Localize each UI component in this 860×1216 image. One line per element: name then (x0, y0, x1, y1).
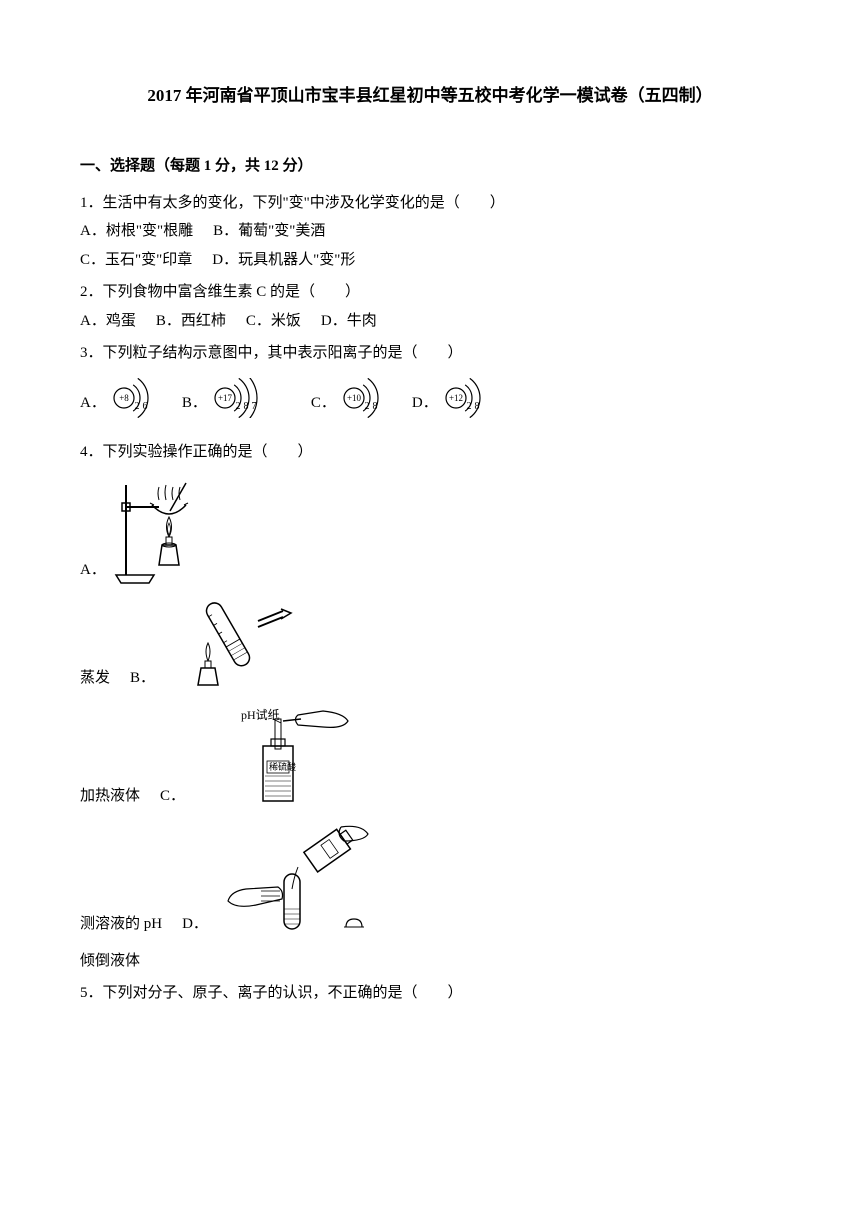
q5-text: 5．下列对分子、原子、离子的认识，不正确的是（ ） (80, 979, 780, 1008)
svg-text:+17: +17 (218, 393, 233, 403)
svg-text:+8: +8 (119, 393, 129, 403)
ph-test-icon: pH试纸 稀硫酸 (193, 701, 353, 811)
svg-text:8: 8 (243, 401, 248, 412)
q4-label-b: B． (130, 664, 155, 693)
question-4: 4．下列实验操作正确的是（ ） A． 蒸发 B． (80, 438, 780, 975)
svg-text:稀硫酸: 稀硫酸 (269, 761, 296, 772)
q4-label-d: D． (182, 910, 208, 939)
q1-option-d: D．玩具机器人"变"形 (212, 246, 355, 275)
atom-diagram-c: +1028 (340, 378, 408, 429)
page-title: 2017 年河南省平顶山市宝丰县红星初中等五校中考化学一模试卷（五四制） (80, 80, 780, 112)
svg-text:+10: +10 (347, 393, 362, 403)
question-3: 3．下列粒子结构示意图中，其中表示阳离子的是（ ） A． +826 B． +17… (80, 339, 780, 428)
q2-option-c: C．米饭 (246, 307, 301, 336)
svg-text:+12: +12 (449, 393, 463, 403)
atom-diagram-a: +8 26 (110, 378, 178, 429)
section-header: 一、选择题（每题 1 分，共 12 分） (80, 152, 780, 181)
svg-text:2: 2 (235, 401, 240, 412)
question-5: 5．下列对分子、原子、离子的认识，不正确的是（ ） (80, 979, 780, 1008)
q1-option-b: B．葡萄"变"美酒 (213, 217, 325, 246)
atom-diagram-b: +17287 (211, 378, 287, 429)
q1-text: 1．生活中有太多的变化，下列"变"中涉及化学变化的是（ ） (80, 189, 780, 218)
atom-diagram-d: +1228 (442, 378, 510, 429)
svg-text:2: 2 (364, 401, 369, 412)
svg-text:2: 2 (466, 401, 471, 412)
question-1: 1．生活中有太多的变化，下列"变"中涉及化学变化的是（ ） A．树根"变"根雕 … (80, 189, 780, 275)
q2-option-a: A．鸡蛋 (80, 307, 136, 336)
q3-label-b: B． (182, 389, 207, 418)
q4-option-b-row: 蒸发 B． (80, 593, 780, 693)
q1-option-a: A．树根"变"根雕 (80, 217, 193, 246)
q2-option-d: D．牛肉 (321, 307, 377, 336)
svg-text:8: 8 (372, 401, 377, 412)
pour-liquid-icon (216, 819, 376, 939)
heating-liquid-icon (163, 593, 293, 693)
q4-a-label-text: 蒸发 (80, 664, 110, 693)
q3-text: 3．下列粒子结构示意图中，其中表示阳离子的是（ ） (80, 339, 780, 368)
q3-label-a: A． (80, 389, 106, 418)
q2-option-b: B．西红柿 (156, 307, 226, 336)
q3-atom-row: A． +826 B． +17287 C． +1028 D． +1228 (80, 378, 780, 429)
q4-label-c: C． (160, 782, 185, 811)
q4-text: 4．下列实验操作正确的是（ ） (80, 438, 780, 467)
svg-text:8: 8 (474, 401, 479, 412)
q3-label-c: C． (311, 389, 336, 418)
q2-text: 2．下列食物中富含维生素 C 的是（ ） (80, 278, 780, 307)
svg-text:6: 6 (142, 401, 147, 412)
q4-c-label-text: 测溶液的 pH (80, 910, 162, 939)
q4-option-a-row: A． (80, 475, 780, 585)
q4-option-d-row: 测溶液的 pH D． (80, 819, 780, 939)
svg-text:7: 7 (251, 401, 256, 412)
q1-option-c: C．玉石"变"印章 (80, 246, 192, 275)
q4-d-label-text: 倾倒液体 (80, 947, 780, 976)
evaporation-icon (114, 475, 224, 585)
q4-option-c-row: 加热液体 C． pH试纸 稀硫酸 (80, 701, 780, 811)
q3-label-d: D． (412, 389, 438, 418)
q4-label-a: A． (80, 556, 106, 585)
question-2: 2．下列食物中富含维生素 C 的是（ ） A．鸡蛋 B．西红柿 C．米饭 D．牛… (80, 278, 780, 335)
q4-b-label-text: 加热液体 (80, 782, 140, 811)
svg-text:2: 2 (134, 401, 139, 412)
